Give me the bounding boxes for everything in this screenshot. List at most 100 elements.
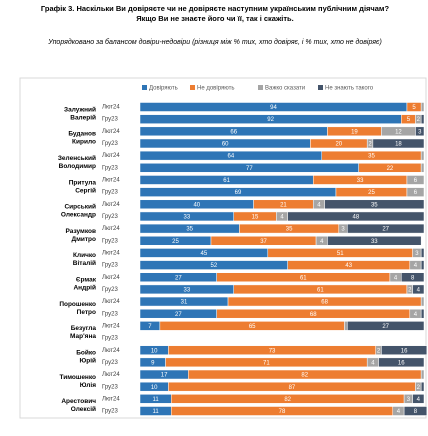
- chart-title: Графік 3. Наскільки Ви довіряєте чи не д…: [40, 4, 390, 23]
- period-label: Лют24: [102, 323, 120, 329]
- value-label: 33: [184, 215, 191, 221]
- value-label: 2: [377, 348, 381, 354]
- person-label: Олексій: [71, 405, 96, 413]
- value-label: 2: [417, 385, 421, 391]
- person-label: Віталій: [73, 259, 96, 267]
- value-label: 66: [230, 129, 237, 135]
- value-label: 16: [398, 360, 405, 366]
- bar-segment: [324, 199, 425, 210]
- value-label: 5: [412, 105, 416, 111]
- value-label: 3: [418, 129, 422, 135]
- value-label: 52: [210, 263, 217, 269]
- period-label: Гру23: [102, 336, 119, 342]
- value-label: 3: [407, 397, 411, 403]
- bar-segment: [347, 321, 425, 331]
- value-label: 4: [317, 202, 321, 208]
- bar-segment: [403, 406, 428, 416]
- period-label: Лют24: [102, 202, 120, 208]
- value-label: 10: [151, 348, 158, 354]
- value-label: 3: [415, 251, 419, 257]
- person-label: Єрмак: [76, 277, 97, 284]
- period-label: Гру23: [102, 214, 119, 220]
- value-label: 64: [228, 154, 235, 160]
- value-label: 35: [368, 154, 375, 160]
- value-label: 4: [371, 360, 375, 366]
- value-label: 43: [345, 263, 352, 269]
- person-label: Кличко: [73, 252, 96, 259]
- bar-segment: [420, 381, 425, 392]
- person-label: Андрій: [73, 284, 96, 292]
- value-label: 18: [395, 142, 402, 148]
- period-label: Лют24: [102, 153, 120, 159]
- person-label: Притула: [69, 179, 97, 186]
- period-label: Лют24: [102, 299, 120, 305]
- period-label: Гру23: [102, 263, 119, 269]
- person-label: Петро: [77, 309, 96, 316]
- value-label: 60: [222, 142, 229, 148]
- value-label: 33: [357, 178, 364, 184]
- bar-segment: [381, 345, 428, 355]
- period-label: Гру23: [102, 141, 119, 147]
- bar-segment: [420, 308, 425, 319]
- bar-segment: [412, 394, 425, 404]
- value-label: 11: [153, 409, 160, 415]
- value-label: 4: [394, 275, 398, 281]
- value-label: 4: [280, 215, 284, 221]
- period-label: Лют24: [102, 250, 120, 256]
- value-label: 69: [235, 190, 242, 196]
- bar-segment: [406, 175, 425, 185]
- value-label: 61: [317, 287, 324, 293]
- value-label: 4: [417, 397, 421, 403]
- person-label: Сирський: [64, 203, 96, 211]
- value-label: 27: [175, 312, 182, 318]
- value-label: 4: [414, 312, 418, 318]
- bar-segment: [412, 284, 425, 295]
- period-label: Лют24: [102, 372, 120, 378]
- value-label: 35: [186, 227, 193, 233]
- value-label: 35: [286, 227, 293, 233]
- period-label: Гру23: [102, 117, 119, 123]
- period-label: Лют24: [102, 105, 120, 111]
- bar-segment: [420, 260, 425, 270]
- period-label: Гру23: [102, 311, 119, 317]
- person-label: Кирило: [72, 139, 96, 146]
- value-label: 4: [397, 409, 401, 415]
- bar-segment: [401, 272, 425, 282]
- period-label: Гру23: [102, 190, 119, 196]
- person-label: Зеленський: [58, 154, 96, 162]
- bar-segment: [372, 138, 425, 149]
- period-label: Гру23: [102, 409, 119, 415]
- value-label: 61: [300, 275, 307, 281]
- value-label: 27: [382, 324, 389, 330]
- period-label: Гру23: [102, 360, 119, 366]
- person-label: Дмитро: [71, 236, 96, 243]
- person-label: Володимир: [59, 163, 96, 170]
- bar-segment: [406, 187, 425, 197]
- value-label: 12: [395, 129, 402, 135]
- person-label: Порошенко: [59, 301, 96, 308]
- value-label: 35: [371, 202, 378, 208]
- period-label: Лют24: [102, 275, 120, 281]
- bar-segment: [327, 236, 422, 246]
- value-label: 94: [270, 105, 277, 111]
- value-label: 3: [341, 227, 345, 233]
- value-label: 82: [301, 373, 308, 379]
- legend-label: Не довіряють: [197, 86, 234, 92]
- value-label: 9: [151, 360, 155, 366]
- value-label: 33: [184, 287, 191, 293]
- value-label: 71: [263, 360, 270, 366]
- period-label: Лют24: [102, 348, 120, 354]
- value-label: 19: [351, 129, 358, 135]
- value-label: 78: [279, 409, 286, 415]
- value-label: 21: [280, 202, 287, 208]
- period-label: Гру23: [102, 287, 119, 293]
- value-label: 92: [267, 117, 274, 123]
- value-label: 11: [153, 397, 160, 403]
- person-label: Буданов: [68, 131, 96, 138]
- value-label: 48: [352, 215, 359, 221]
- legend-swatch: [258, 85, 263, 90]
- value-label: 16: [401, 348, 408, 354]
- value-label: 33: [371, 239, 378, 245]
- person-label: Разумков: [66, 228, 97, 235]
